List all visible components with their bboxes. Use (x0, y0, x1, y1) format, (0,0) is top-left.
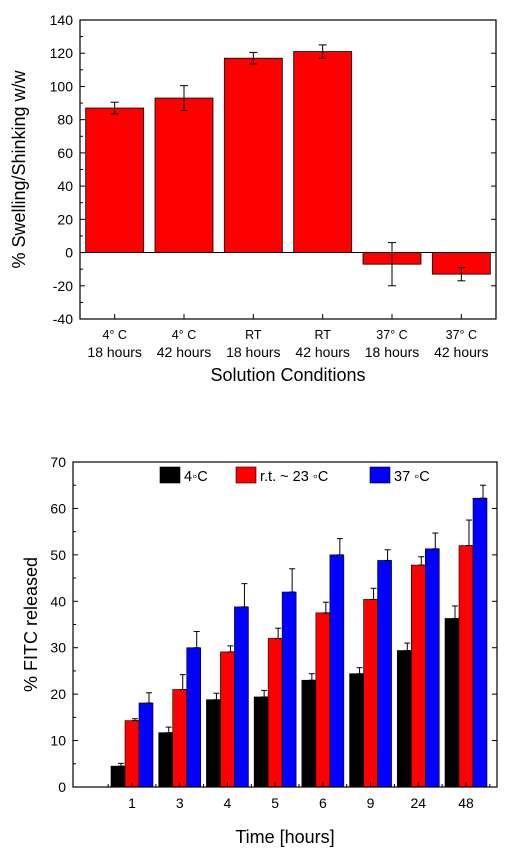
bar (124, 720, 140, 788)
x-tick-label: 4° C (102, 328, 126, 342)
bar (138, 702, 154, 788)
bar (154, 97, 214, 253)
x-tick-label: 37° C (376, 328, 407, 342)
plot-frame (72, 461, 498, 788)
y-tick-label: 50 (50, 547, 66, 563)
bar (363, 599, 378, 788)
bar (158, 732, 174, 788)
bar (444, 618, 460, 788)
bar (349, 673, 364, 788)
y-axis-title: % Swelling/Shinking w/w (9, 69, 29, 268)
bar (315, 612, 331, 788)
y-tick-label: 80 (57, 112, 73, 128)
bar (424, 548, 440, 788)
y-tick-label: 100 (50, 78, 74, 94)
y-tick-label: 20 (50, 686, 66, 702)
bar (301, 679, 317, 788)
legend-swatch (369, 466, 391, 484)
y-tick-label: 140 (50, 12, 74, 28)
x-tick-label: 6 (319, 795, 327, 811)
x-tick-label: RT (245, 328, 262, 342)
bar (85, 107, 145, 253)
legend-label: r.t. ~ 23 ◦C (260, 469, 328, 485)
x-tick-label: 4 (224, 795, 232, 811)
y-tick-label: 30 (50, 640, 66, 656)
x-tick-label: 24 (410, 795, 426, 811)
x-tick-label: 18 hours (87, 344, 141, 360)
y-tick-label: 60 (50, 500, 66, 516)
x-tick-label: RT (314, 328, 331, 342)
y-tick-label: 40 (57, 178, 73, 194)
x-tick-label: 37° C (446, 328, 477, 342)
x-axis-title: Time [hours] (235, 827, 334, 847)
bar (223, 57, 283, 253)
bar (220, 651, 235, 788)
x-tick-label: 1 (128, 795, 136, 811)
y-tick-label: 20 (57, 211, 73, 227)
x-axis-title: Solution Conditions (210, 365, 365, 385)
bar (293, 51, 353, 253)
y-tick-label: 60 (57, 145, 73, 161)
y-tick-label: -40 (53, 311, 73, 327)
y-tick-label: -20 (53, 278, 73, 294)
x-tick-label: 42 hours (295, 344, 349, 360)
x-tick-label: 42 hours (157, 344, 211, 360)
bar (458, 545, 474, 788)
bar (396, 650, 412, 788)
y-tick-label: 10 (50, 733, 66, 749)
y-tick-label: 40 (50, 593, 66, 609)
bar (410, 564, 426, 788)
x-tick-label: 5 (271, 795, 279, 811)
y-tick-label: 0 (65, 245, 73, 261)
bar (234, 606, 249, 788)
x-tick-label: 4° C (172, 328, 196, 342)
legend-label: 37 ◦C (394, 469, 430, 485)
bar (110, 765, 126, 788)
y-tick-label: 0 (58, 779, 66, 795)
x-tick-label: 18 hours (365, 344, 419, 360)
y-axis-title: % FITC released (21, 557, 41, 692)
legend-swatch (235, 466, 257, 484)
x-tick-label: 48 (458, 795, 474, 811)
legend: 4◦C r.t. ~ 23 ◦C 37 ◦C (159, 466, 430, 485)
bar (172, 689, 188, 788)
x-tick-label: 9 (367, 795, 375, 811)
x-tick-label: 3 (176, 795, 184, 811)
bar (281, 591, 297, 788)
swelling-chart: -40 -20 0 20 40 60 80 100 120 140 4° C 18 hours 4° C… (9, 12, 497, 385)
legend-label: 4◦C (184, 469, 208, 485)
bar (377, 560, 392, 788)
x-tick-label: 42 hours (434, 344, 488, 360)
bar (253, 696, 269, 788)
plot-frame (79, 19, 497, 320)
legend-swatch (159, 466, 181, 484)
bar (472, 497, 488, 788)
y-tick-label: 120 (50, 45, 74, 61)
bar (329, 554, 345, 788)
y-tick-label: 70 (50, 454, 66, 470)
bar (206, 699, 221, 788)
bar (186, 647, 202, 788)
x-tick-label: 18 hours (226, 344, 280, 360)
fitc-chart: 0 10 20 30 40 50 60 70 1 3 4 5 6 9 24 48 4◦C r.t. ~ 23 ◦C… (21, 454, 498, 847)
bar (267, 638, 283, 788)
